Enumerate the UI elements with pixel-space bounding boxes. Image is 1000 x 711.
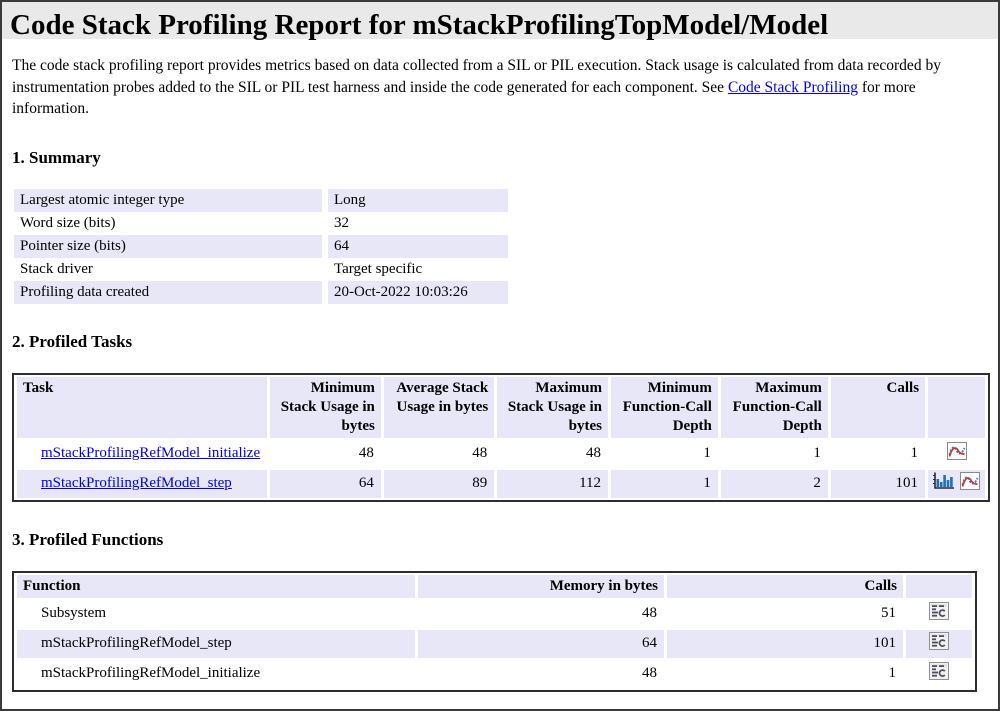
- summary-label: Word size (bits): [14, 211, 328, 235]
- task-max-stack: 112: [497, 469, 609, 498]
- task-calls: 101: [830, 469, 926, 498]
- function-memory: 48: [418, 599, 664, 628]
- tasks-col-min-depth: Minimum Function-Call Depth: [611, 376, 718, 438]
- line-plot-icon[interactable]: [959, 471, 980, 496]
- tasks-col-calls: Calls: [830, 376, 926, 438]
- task-calls: 1: [830, 439, 926, 468]
- tasks-col-min-stack: Minimum Stack Usage in bytes: [270, 376, 381, 438]
- functions-col-memory: Memory in bytes: [418, 574, 664, 598]
- summary-value: 32: [334, 214, 349, 231]
- summary-row: Profiling data created 20-Oct-2022 10:03…: [14, 280, 508, 304]
- section-heading-functions: 3. Profiled Functions: [12, 529, 164, 549]
- summary-value: Long: [328, 188, 508, 212]
- task-avg-stack: 89: [383, 469, 495, 498]
- title-band: Code Stack Profiling Report for mStackPr…: [2, 2, 998, 41]
- bar-chart-icon[interactable]: [933, 472, 955, 496]
- task-row: mStackProfilingRefModel_initialize 48 48…: [17, 439, 985, 468]
- summary-label: Stack driver: [14, 257, 328, 281]
- tasks-table: Task Minimum Stack Usage in bytes Averag…: [12, 372, 990, 502]
- task-min-stack: 48: [270, 439, 381, 468]
- summary-label: Pointer size (bits): [14, 234, 328, 258]
- summary-table: Largest atomic integer type Long Word si…: [14, 188, 508, 304]
- function-calls: 101: [667, 629, 903, 658]
- tasks-col-max-depth: Maximum Function-Call Depth: [720, 376, 828, 438]
- tasks-col-icons: [928, 376, 985, 438]
- tasks-header-row: Task Minimum Stack Usage in bytes Averag…: [17, 376, 985, 438]
- function-row: Subsystem 48 51: [17, 599, 972, 628]
- intro-text-after: for more information.: [12, 78, 916, 118]
- functions-table: Function Memory in bytes Calls Subsystem…: [12, 570, 977, 692]
- summary-row: Word size (bits) 32: [14, 211, 508, 235]
- task-max-depth: 2: [720, 469, 828, 498]
- summary-row: Largest atomic integer type Long: [14, 188, 508, 212]
- functions-col-calls: Calls: [667, 574, 903, 598]
- function-name: mStackProfilingRefModel_initialize: [17, 659, 415, 688]
- summary-label: Largest atomic integer type: [14, 188, 328, 212]
- task-min-depth: 1: [611, 469, 718, 498]
- code-report-icon[interactable]: [929, 661, 949, 686]
- code-stack-profiling-link[interactable]: Code Stack Profiling: [727, 78, 858, 96]
- intro-paragraph: The code stack profiling report provides…: [12, 55, 978, 120]
- task-avg-stack: 48: [383, 439, 495, 468]
- task-max-stack: 48: [497, 439, 609, 468]
- section-heading-summary: 1. Summary: [12, 147, 101, 167]
- tasks-col-max-stack: Maximum Stack Usage in bytes: [497, 376, 609, 438]
- code-report-icon[interactable]: [929, 601, 949, 626]
- function-name: Subsystem: [17, 599, 415, 628]
- section-heading-tasks: 2. Profiled Tasks: [12, 331, 133, 351]
- task-link-initialize[interactable]: mStackProfilingRefModel_initialize: [41, 445, 261, 461]
- function-row: mStackProfilingRefModel_step 64 101: [17, 629, 972, 658]
- task-row: mStackProfilingRefModel_step 64 89 112 1…: [17, 469, 985, 498]
- functions-col-icons: [906, 574, 972, 598]
- task-min-depth: 1: [611, 439, 718, 468]
- functions-col-function: Function: [17, 574, 415, 598]
- code-report-icon[interactable]: [929, 631, 949, 656]
- summary-value: 64: [328, 234, 508, 258]
- function-row: mStackProfilingRefModel_initialize 48 1: [17, 659, 972, 688]
- page-title: Code Stack Profiling Report for mStackPr…: [10, 9, 829, 41]
- functions-header-row: Function Memory in bytes Calls: [17, 574, 972, 598]
- line-plot-icon[interactable]: [946, 441, 967, 466]
- function-calls: 51: [667, 599, 903, 628]
- summary-row: Stack driver Target specific: [14, 257, 508, 281]
- tasks-col-task: Task: [17, 376, 268, 438]
- task-max-depth: 1: [720, 439, 828, 468]
- intro-text-before: The code stack profiling report provides…: [12, 57, 941, 96]
- summary-value: Target specific: [334, 260, 423, 277]
- summary-row: Pointer size (bits) 64: [14, 234, 508, 258]
- function-memory: 64: [418, 629, 664, 658]
- function-calls: 1: [667, 659, 903, 688]
- task-min-stack: 64: [270, 469, 381, 498]
- tasks-col-avg-stack: Average Stack Usage in bytes: [383, 376, 495, 438]
- function-name: mStackProfilingRefModel_step: [17, 629, 415, 658]
- summary-value: 20-Oct-2022 10:03:26: [328, 280, 508, 304]
- task-link-step[interactable]: mStackProfilingRefModel_step: [41, 475, 232, 491]
- summary-label: Profiling data created: [14, 280, 328, 304]
- function-memory: 48: [418, 659, 664, 688]
